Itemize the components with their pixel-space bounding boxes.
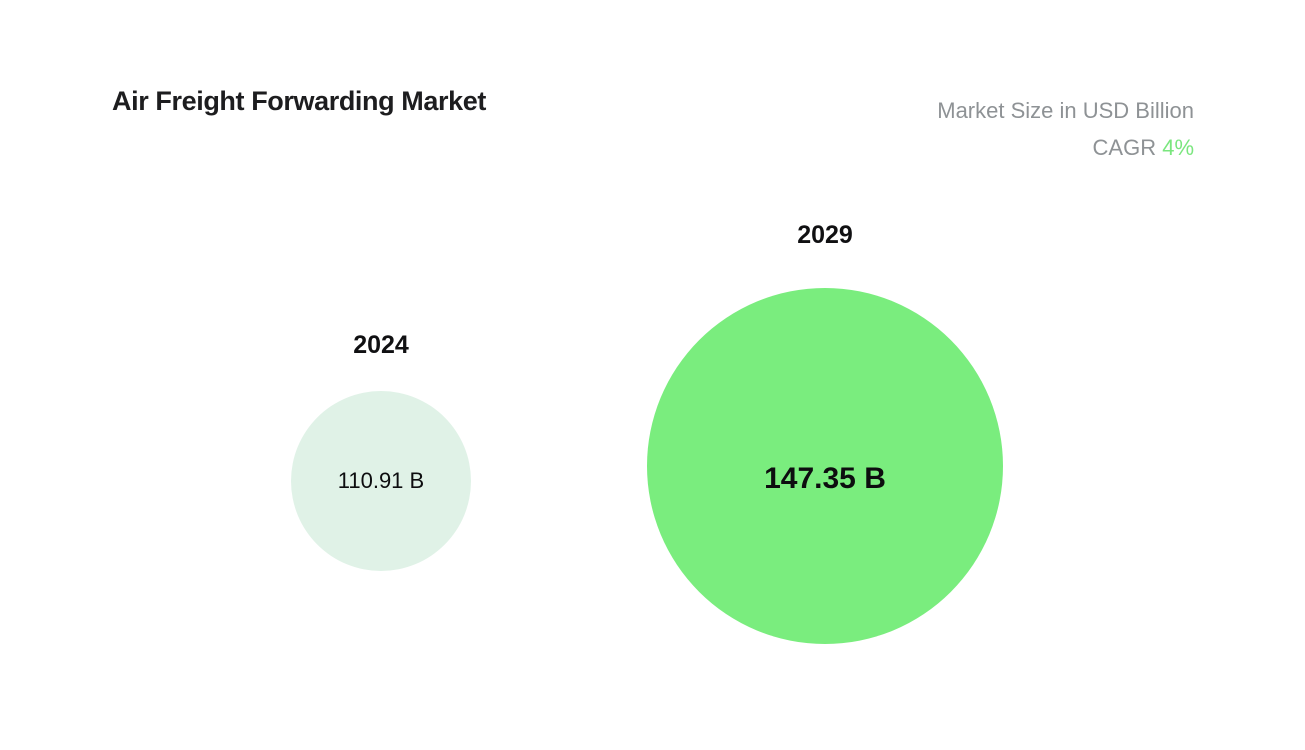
- bubble-2029-value: 147.35 B: [764, 462, 886, 495]
- bubble-2024-value: 110.91 B: [337, 468, 425, 493]
- bubble-2029: 147.35 B: [647, 288, 1003, 644]
- bubble-2024: 110.91 B: [291, 391, 471, 571]
- cagr-label: CAGR: [1092, 135, 1163, 160]
- year-label-2029: 2029: [797, 221, 853, 249]
- page-title: Air Freight Forwarding Market: [112, 86, 486, 116]
- cagr-value: 4%: [1162, 135, 1194, 160]
- chart-meta: Market Size in USD Billion CAGR 4%: [937, 92, 1194, 166]
- units-label: Market Size in USD Billion: [937, 98, 1194, 123]
- cagr-line: CAGR 4%: [937, 129, 1194, 166]
- year-label-2024: 2024: [353, 331, 409, 359]
